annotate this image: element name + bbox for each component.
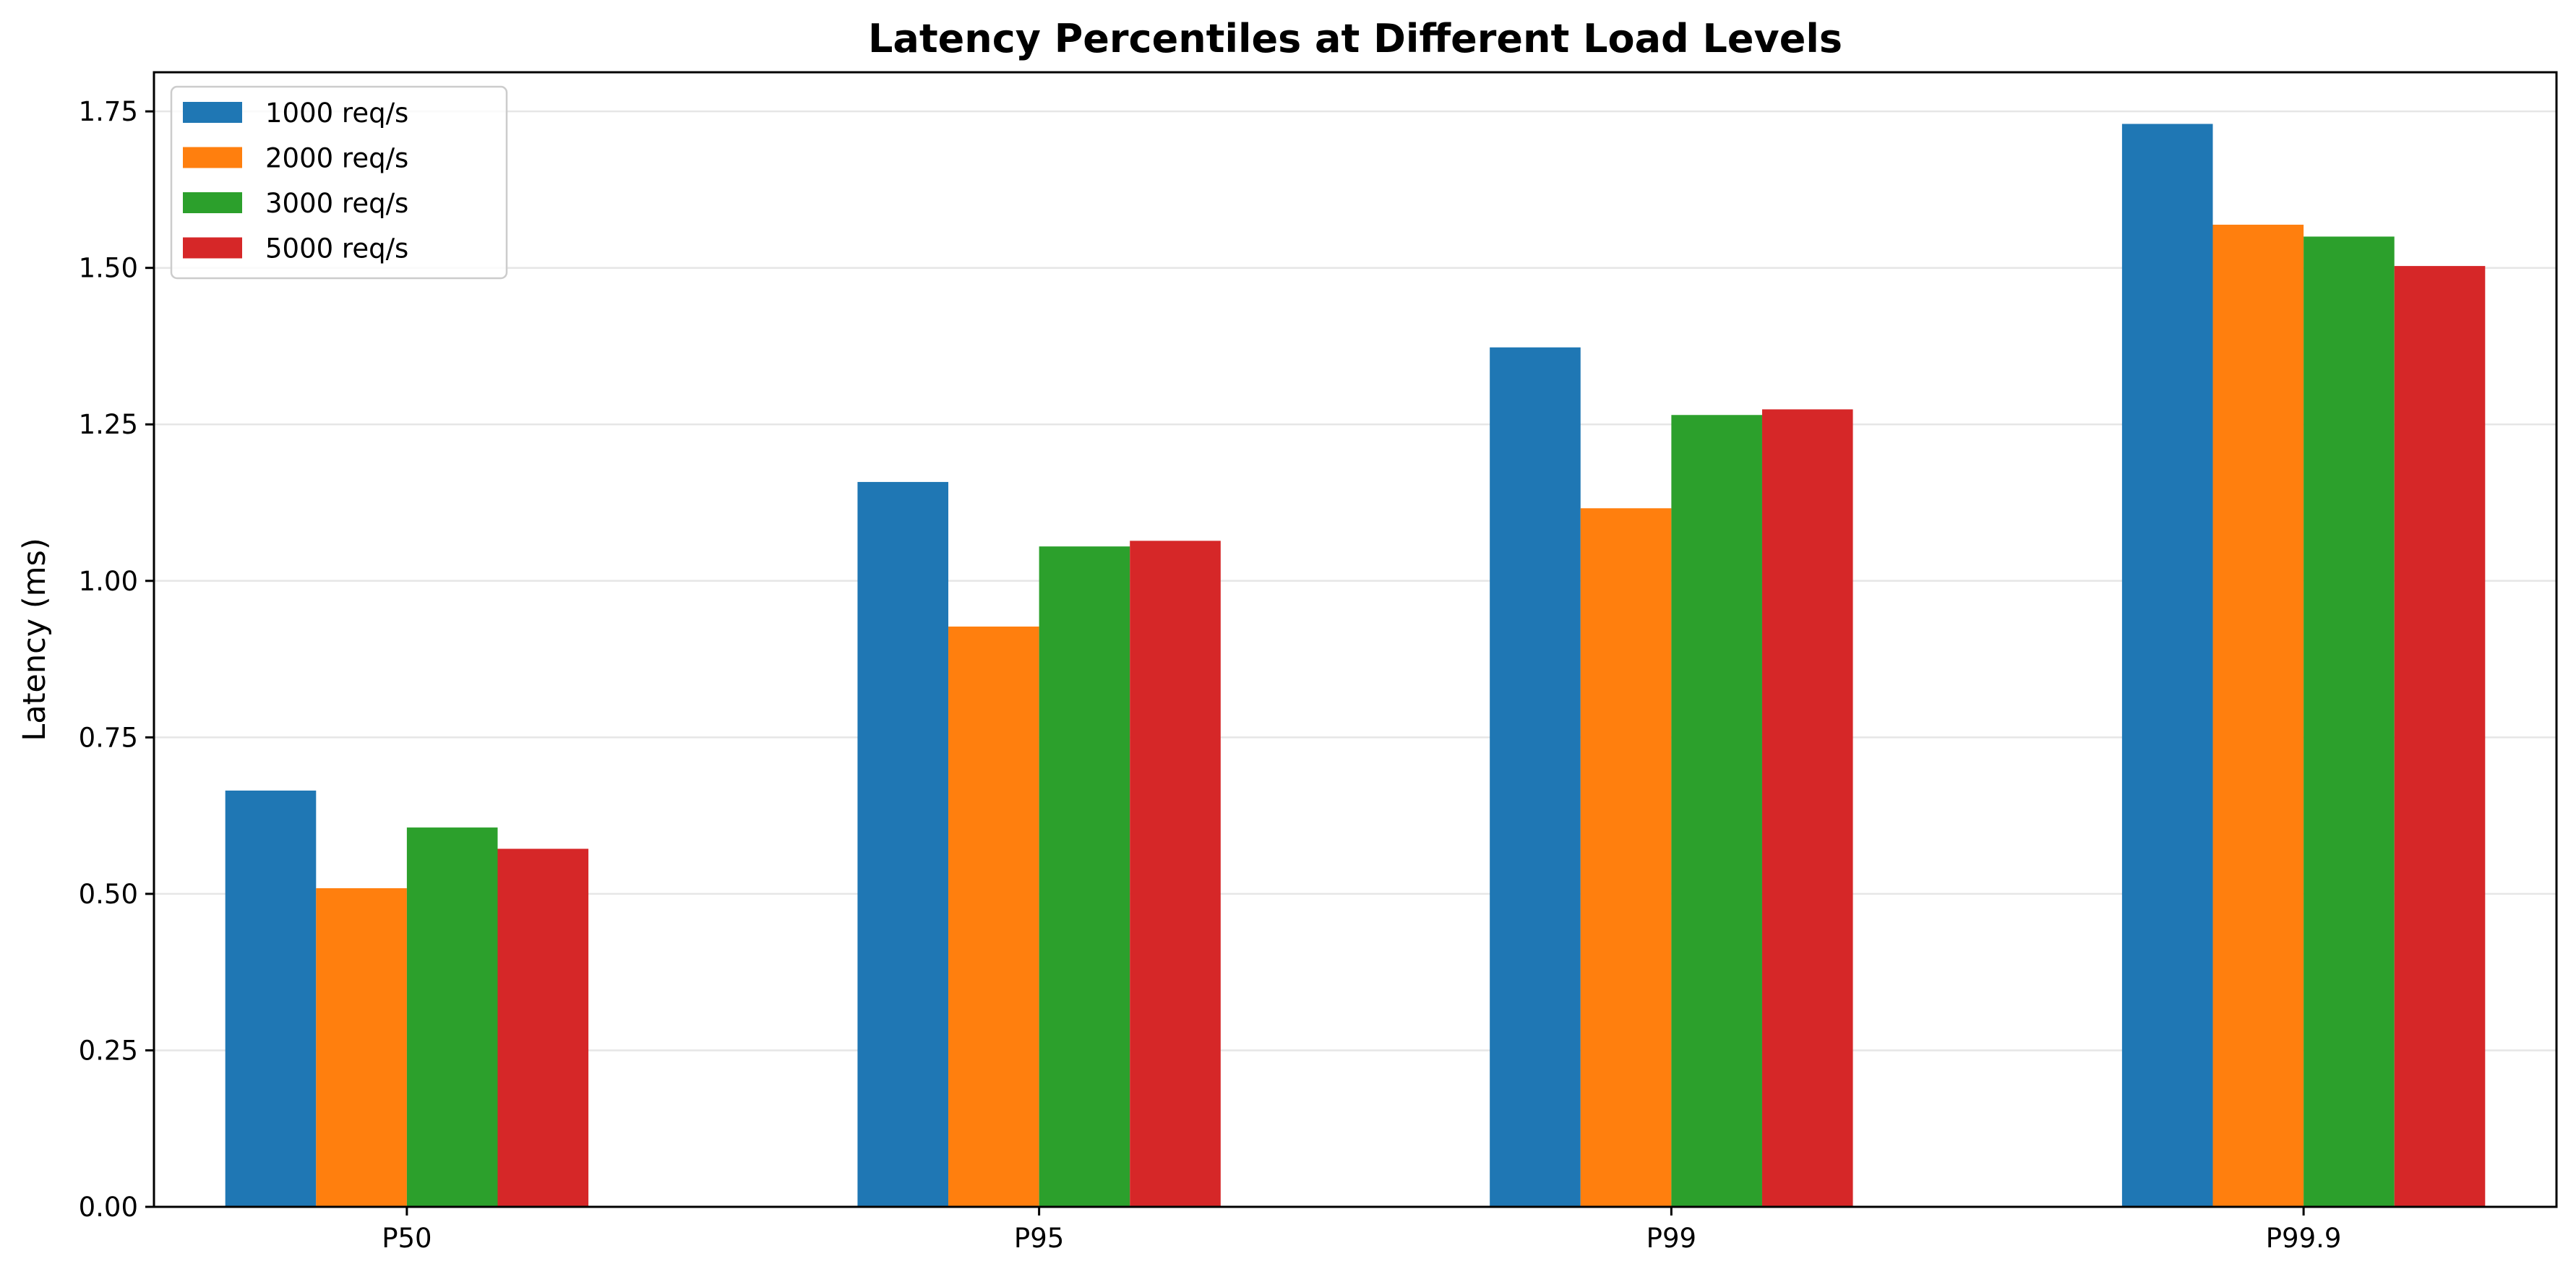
bar-p50-1000-req-s <box>225 790 317 1207</box>
bar-p50-5000-req-s <box>497 848 589 1207</box>
legend-box <box>170 85 508 280</box>
y-tick-label: 0.00 <box>79 1192 138 1223</box>
bar-p95-1000-req-s <box>857 481 949 1207</box>
x-tick-label: P95 <box>1014 1223 1064 1254</box>
x-tick-label: P99.9 <box>2266 1223 2342 1254</box>
x-tick-label: P50 <box>382 1223 432 1254</box>
legend-label-2000-req-s: 2000 req/s <box>265 143 408 174</box>
x-tick-label: P99 <box>1647 1223 1696 1254</box>
bar-p50-3000-req-s <box>406 827 498 1207</box>
legend-items: 1000 req/s 2000 req/s 3000 req/s 5000 req/s <box>183 98 408 264</box>
bar-p99-9-2000-req-s <box>2212 224 2304 1207</box>
y-tick-label: 0.25 <box>79 1035 138 1066</box>
legend-swatch-2000-req-s <box>183 147 242 168</box>
y-tick-label: 1.75 <box>79 96 138 127</box>
legend-label-1000-req-s: 1000 req/s <box>265 98 408 129</box>
legend-label-3000-req-s: 3000 req/s <box>265 188 408 219</box>
bar-p95-5000-req-s <box>1130 541 1221 1207</box>
y-tick-label: 0.75 <box>79 722 138 753</box>
bar-p50-2000-req-s <box>316 888 407 1207</box>
bar-p95-3000-req-s <box>1039 546 1130 1207</box>
y-axis-label: Latency (ms) <box>17 538 53 741</box>
bar-p99-2000-req-s <box>1580 508 1672 1207</box>
legend-swatch-3000-req-s <box>183 192 242 213</box>
y-tick-label: 1.50 <box>79 253 138 284</box>
legend: 1000 req/s 2000 req/s 3000 req/s 5000 req/s <box>170 85 508 280</box>
y-tick-label: 1.00 <box>79 566 138 597</box>
chart-title: Latency Percentiles at Different Load Le… <box>868 16 1842 61</box>
legend-label-5000-req-s: 5000 req/s <box>265 233 408 264</box>
plot-frame <box>153 71 2558 1208</box>
bar-p99-9-5000-req-s <box>2394 266 2486 1207</box>
bar-p99-5000-req-s <box>1761 409 1853 1207</box>
tick-layer: 0.00 0.25 0.50 0.75 1.00 1.25 1.50 1.75 P50 P95 P9… <box>79 96 2342 1254</box>
y-tick-label: 0.50 <box>79 879 138 910</box>
bar-p99-9-3000-req-s <box>2304 236 2395 1208</box>
bar-p99-3000-req-s <box>1671 415 1762 1207</box>
bar-p99-9-1000-req-s <box>2121 124 2213 1208</box>
bar-layer <box>225 124 2486 1208</box>
bar-p99-1000-req-s <box>1490 347 1581 1207</box>
legend-swatch-5000-req-s <box>183 237 242 259</box>
legend-swatch-1000-req-s <box>183 102 242 123</box>
bar-p95-2000-req-s <box>948 627 1039 1207</box>
y-tick-label: 1.25 <box>79 409 138 440</box>
